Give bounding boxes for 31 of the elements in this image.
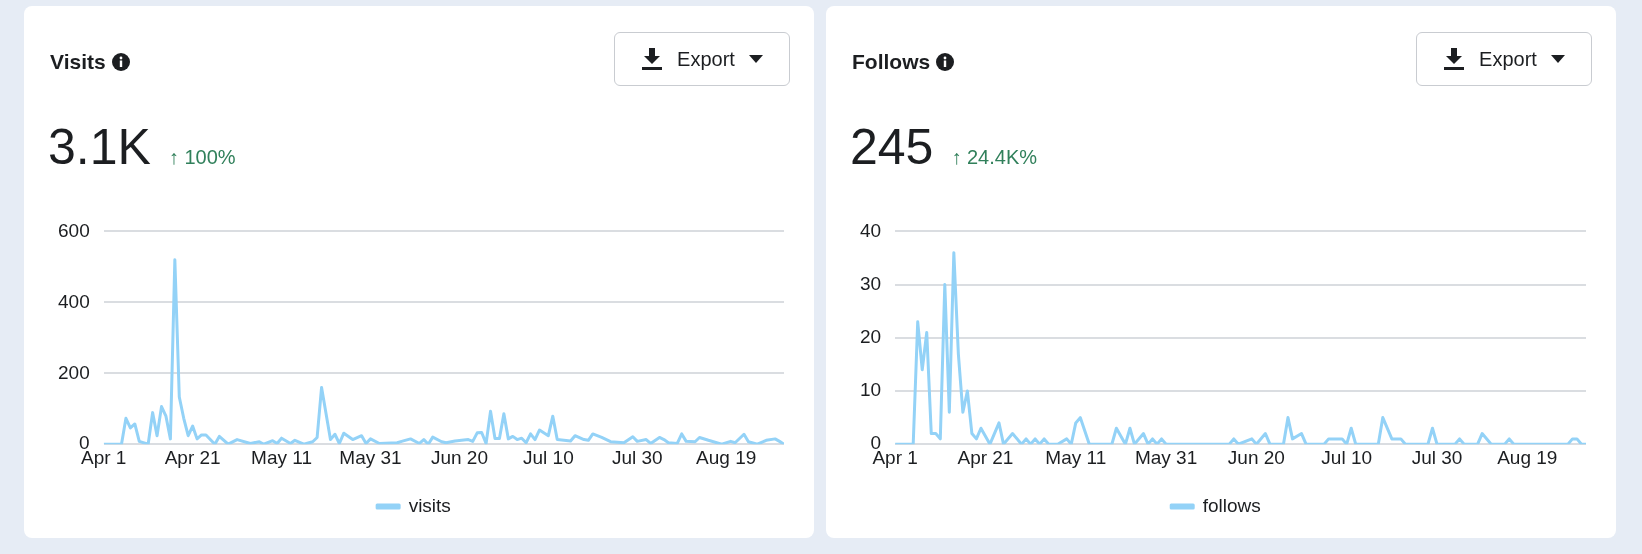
chart-title: Follows [852, 50, 931, 74]
x-tick-label: Apr 21 [164, 446, 221, 468]
text: ↑ 100% [168, 146, 236, 169]
text: ↑ 24.4K% [951, 146, 1038, 169]
legend-label: follows [1202, 494, 1261, 516]
x-tick-label: Jul 30 [611, 446, 663, 468]
legend-label: visits [408, 494, 451, 516]
y-tick-label: 10 [859, 379, 882, 401]
x-tick-label: Jun 20 [1227, 446, 1285, 468]
text: Export [1479, 47, 1537, 71]
y-tick-label: 40 [859, 219, 882, 241]
y-tick-label: 400 [58, 290, 90, 312]
y-tick-label: 200 [58, 361, 90, 383]
x-tick-label: Aug 19 [696, 446, 757, 468]
x-tick-label: May 31 [339, 446, 402, 468]
x-tick-label: Jul 10 [1321, 446, 1373, 468]
x-tick-label: Aug 19 [1497, 446, 1558, 468]
x-tick-label: Jul 30 [1411, 446, 1463, 468]
chart-title: Visits [50, 50, 106, 74]
y-tick-label: 600 [58, 219, 90, 241]
x-tick-label: May 31 [1134, 446, 1198, 468]
chart-subtitle: 3.1K [48, 118, 151, 176]
x-tick-label: Apr 21 [957, 446, 1014, 468]
x-tick-label: May 11 [1045, 446, 1107, 468]
text: Export [677, 47, 735, 71]
x-tick-label: May 11 [251, 446, 313, 468]
x-tick-label: Jun 20 [430, 446, 488, 468]
chart-subtitle: 245 [850, 118, 934, 176]
y-tick-label: 30 [859, 272, 882, 294]
y-tick-label: 20 [859, 326, 882, 348]
x-tick-label: Jul 10 [522, 446, 574, 468]
